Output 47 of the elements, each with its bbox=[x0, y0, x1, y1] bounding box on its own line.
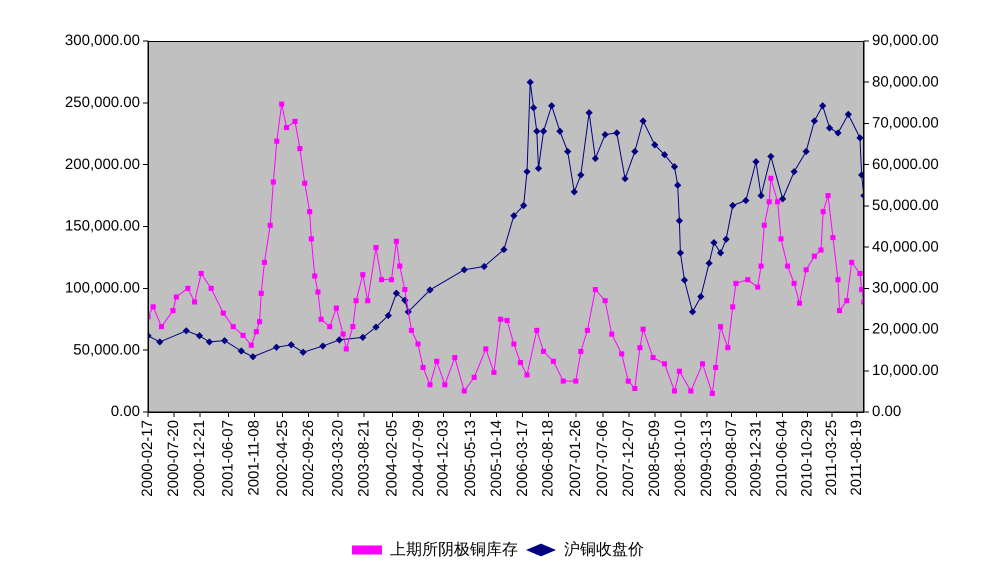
y-tick-label: 300,000.00 bbox=[64, 32, 140, 50]
y-tick-label: 250,000.00 bbox=[64, 94, 140, 111]
y2-tick-label: 60,000.00 bbox=[872, 156, 939, 173]
x-tick-label: 2000-02-17 bbox=[139, 420, 156, 497]
x-tick-label: 2000-12-21 bbox=[191, 420, 208, 497]
x-tick-label: 2004-07-09 bbox=[410, 420, 427, 497]
x-tick-label: 2009-03-13 bbox=[698, 420, 716, 497]
y2-tick-label: 50,000.00 bbox=[872, 197, 939, 214]
x-tick-label: 2000-07-20 bbox=[165, 420, 182, 497]
y2-tick-label: 10,000.00 bbox=[872, 362, 939, 379]
y2-tick-label: 20,000.00 bbox=[872, 320, 939, 338]
x-tick-label: 2007-07-06 bbox=[594, 420, 612, 497]
x-tick-label: 2006-08-18 bbox=[540, 420, 557, 497]
x-tick-label: 2002-09-26 bbox=[300, 420, 317, 497]
x-tick-label: 2005-05-13 bbox=[462, 420, 479, 497]
x-tick-label: 2005-10-14 bbox=[488, 420, 505, 497]
y-tick-label: 50,000.00 bbox=[73, 341, 140, 358]
x-tick-label: 2009-08-07 bbox=[722, 420, 740, 497]
x-tick-label: 2004-12-03 bbox=[434, 420, 452, 497]
y-tick-label: 150,000.00 bbox=[64, 218, 140, 235]
y2-tick-label: 70,000.00 bbox=[872, 114, 939, 132]
x-tick-label: 2007-01-26 bbox=[566, 420, 584, 497]
x-tick-label: 2001-11-08 bbox=[245, 420, 262, 496]
legend-label: 沪铜收盘价 bbox=[564, 540, 644, 558]
x-tick-label: 2007-12-07 bbox=[620, 420, 638, 497]
y2-tick-label: 90,000.00 bbox=[872, 32, 939, 50]
x-tick-label: 2011-08-19 bbox=[848, 420, 866, 496]
x-tick-label: 2010-10-29 bbox=[798, 420, 816, 497]
x-tick-label: 2010-06-04 bbox=[774, 420, 791, 497]
x-tick-label: 2009-12-31 bbox=[747, 420, 764, 497]
y-tick-label: 100,000.00 bbox=[64, 279, 140, 296]
x-tick-label: 2002-04-25 bbox=[274, 420, 291, 497]
x-tick-label: 2003-03-20 bbox=[329, 420, 346, 497]
y2-tick-label: 40,000.00 bbox=[872, 238, 939, 256]
y-tick-label: 200,000.00 bbox=[64, 156, 140, 173]
x-tick-label: 2001-06-07 bbox=[219, 420, 236, 497]
x-tick-label: 2011-03-25 bbox=[823, 420, 840, 496]
x-tick-label: 2008-05-09 bbox=[646, 420, 664, 497]
x-tick-label: 2006-03-17 bbox=[514, 420, 531, 497]
y2-tick-label: 0.00 bbox=[872, 403, 902, 420]
y2-tick-label: 30,000.00 bbox=[872, 279, 939, 296]
y2-tick-label: 80,000.00 bbox=[872, 73, 939, 90]
legend-label: 上期所阴极铜库存 bbox=[390, 540, 518, 558]
x-tick-label: 2008-10-10 bbox=[672, 420, 690, 497]
x-tick-label: 2004-02-05 bbox=[384, 420, 401, 497]
y-tick-label: 0.00 bbox=[110, 403, 140, 420]
x-tick-label: 2003-08-21 bbox=[355, 420, 372, 497]
